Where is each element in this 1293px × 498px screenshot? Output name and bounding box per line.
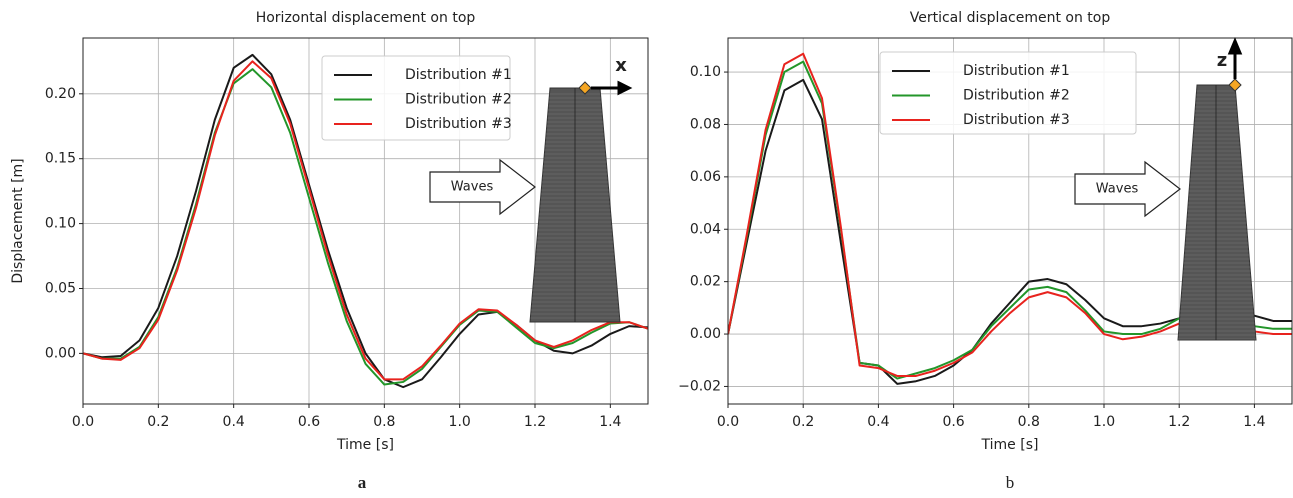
x-tick-label: 0.2 — [792, 414, 814, 430]
legend-label: Distribution #3 — [963, 112, 1070, 128]
plot-frame — [82, 37, 649, 405]
y-tick-label: 0.04 — [690, 221, 721, 237]
plot-frame — [727, 37, 1293, 405]
legend-label: Distribution #1 — [963, 63, 1070, 79]
series-line — [83, 60, 648, 381]
x-tick-label: 1.2 — [1168, 414, 1190, 430]
axis-arrow — [1227, 37, 1243, 79]
legend-box — [879, 51, 1137, 135]
panel-label: a — [358, 473, 367, 492]
legend-label: Distribution #1 — [405, 67, 512, 83]
y-tick-label: 0.10 — [45, 216, 76, 232]
y-tick-label: 0.15 — [45, 151, 76, 167]
x-tick-label: 0.0 — [717, 414, 739, 430]
series-line — [83, 53, 648, 389]
y-tick-label: −0.02 — [678, 378, 721, 394]
annotation: x — [615, 55, 627, 76]
wave-arrow — [1074, 160, 1181, 218]
x-tick-label: 1.4 — [1243, 414, 1265, 430]
marker — [1228, 78, 1242, 92]
x-tick-label: 0.8 — [1018, 414, 1040, 430]
x-tick-label: 0.6 — [298, 414, 320, 430]
axis-arrow — [591, 80, 633, 96]
y-tick-label: 0.10 — [690, 64, 721, 80]
x-tick-label: 1.0 — [1093, 414, 1115, 430]
x-tick-label: 0.8 — [373, 414, 395, 430]
marker — [578, 81, 592, 95]
wave-arrow — [429, 158, 536, 216]
legend-label: Distribution #2 — [963, 88, 1070, 104]
y-axis-label: Displacement [m] — [10, 158, 26, 283]
chart-title: Vertical displacement on top — [910, 10, 1111, 26]
y-tick-label: 0.20 — [45, 86, 76, 102]
legend-box — [321, 55, 511, 141]
x-tick-label: 1.0 — [449, 414, 471, 430]
legend-label: Distribution #3 — [405, 116, 512, 132]
y-tick-label: 0.00 — [690, 326, 721, 342]
y-tick-label: 0.00 — [45, 345, 76, 361]
x-axis-label: Time [s] — [336, 437, 394, 453]
x-tick-label: 0.4 — [867, 414, 889, 430]
x-tick-label: 1.4 — [599, 414, 621, 430]
x-tick-label: 0.6 — [942, 414, 964, 430]
y-tick-label: 0.02 — [690, 274, 721, 290]
legend-label: Distribution #2 — [405, 92, 512, 108]
y-tick-label: 0.08 — [690, 116, 721, 132]
y-tick-label: 0.06 — [690, 169, 721, 185]
y-tick-label: 0.05 — [45, 280, 76, 296]
annotation: z — [1217, 50, 1227, 71]
x-tick-label: 0.0 — [72, 414, 94, 430]
annotation: Waves — [451, 180, 494, 195]
x-tick-label: 1.2 — [524, 414, 546, 430]
x-axis-label: Time [s] — [981, 437, 1039, 453]
annotation: Waves — [1096, 182, 1139, 197]
x-tick-label: 0.4 — [223, 414, 245, 430]
chart-title: Horizontal displacement on top — [256, 10, 476, 26]
panel-label: b — [1006, 473, 1015, 492]
x-tick-label: 0.2 — [147, 414, 169, 430]
